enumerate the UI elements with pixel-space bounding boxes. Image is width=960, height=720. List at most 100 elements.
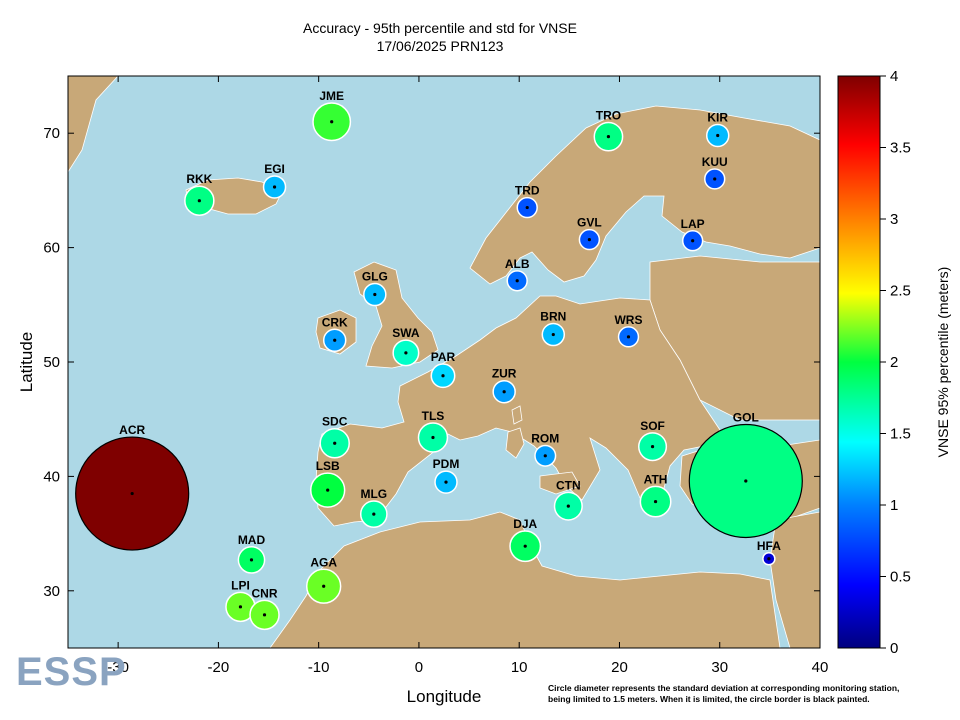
x-tick-label: -30 xyxy=(107,659,129,676)
station-lap[interactable]: LAP xyxy=(681,217,705,252)
station-trd[interactable]: TRD xyxy=(515,184,540,219)
footnote: Circle diameter represents the standard … xyxy=(548,683,958,705)
station-dot xyxy=(441,374,445,378)
station-crk[interactable]: CRK xyxy=(322,315,348,353)
x-tick-label: 40 xyxy=(812,659,829,676)
station-zur[interactable]: ZUR xyxy=(492,367,517,404)
station-label: LSB xyxy=(316,459,340,473)
station-mlg[interactable]: MLG xyxy=(359,487,388,529)
footnote-line2: being limited to 1.5 meters. When it is … xyxy=(548,694,870,704)
colorbar-tick-label: 2 xyxy=(890,354,898,371)
station-egi[interactable]: EGI xyxy=(262,162,287,199)
station-lpi[interactable]: LPI xyxy=(225,578,256,623)
station-swa[interactable]: SWA xyxy=(392,326,420,367)
station-dot xyxy=(691,239,695,243)
station-dot xyxy=(587,237,591,242)
station-label: LAP xyxy=(681,217,705,231)
station-label: ATH xyxy=(644,472,668,486)
x-tick-label: 20 xyxy=(611,659,628,676)
station-dot xyxy=(197,199,201,203)
station-dot xyxy=(543,454,547,458)
colorbar-tick-label: 2.5 xyxy=(890,283,911,300)
station-par[interactable]: PAR xyxy=(430,350,456,389)
station-dot xyxy=(566,504,570,508)
station-sof[interactable]: SOF xyxy=(638,419,668,462)
station-label: AGA xyxy=(310,555,337,569)
y-axis-ticks: 30 40 50 60 70 xyxy=(43,125,820,600)
station-dot xyxy=(330,120,334,124)
station-dot xyxy=(515,279,519,283)
chart-title-line2: 17/06/2025 PRN123 xyxy=(376,38,504,54)
station-glg[interactable]: GLG xyxy=(362,270,388,307)
station-aga[interactable]: AGA xyxy=(305,555,342,604)
colorbar-tick-label: 3 xyxy=(890,211,898,228)
x-tick-label: 30 xyxy=(711,659,728,676)
station-dot xyxy=(525,205,529,210)
station-tls[interactable]: TLS xyxy=(417,409,449,453)
station-dot xyxy=(322,584,326,588)
station-gvl[interactable]: GVL xyxy=(577,216,602,251)
station-rkk[interactable]: RKK xyxy=(184,172,215,216)
station-ath[interactable]: ATH xyxy=(639,472,672,518)
colorbar-tick-label: 4 xyxy=(890,68,898,85)
station-label: GLG xyxy=(362,270,388,284)
colorbar-tick-label: 0 xyxy=(890,640,898,657)
station-dot xyxy=(653,499,658,504)
station-ctn[interactable]: CTN xyxy=(553,478,583,521)
y-axis-label: Latitude xyxy=(17,332,36,393)
station-sdc[interactable]: SDC xyxy=(319,415,350,459)
station-dot xyxy=(238,605,243,609)
station-label: TRD xyxy=(515,184,540,198)
station-label: CRK xyxy=(322,315,348,329)
station-jme[interactable]: JME xyxy=(312,89,352,142)
x-axis-ticks: -30 -20 -10 0 10 20 30 40 xyxy=(107,76,828,676)
colorbar-label: VNSE 95% percentile (meters) xyxy=(935,267,951,458)
x-tick-label: -20 xyxy=(208,659,230,676)
y-tick-label: 50 xyxy=(43,354,60,371)
station-mad[interactable]: MAD xyxy=(237,533,266,574)
footnote-line1: Circle diameter represents the standard … xyxy=(548,683,900,693)
station-dot xyxy=(373,292,377,297)
station-label: PDM xyxy=(433,457,460,471)
station-layer: JME TRO KIR EGI RKK KUU TRD GVL LAP ALB GLG CRK BRN W… xyxy=(75,89,803,631)
station-kuu[interactable]: KUU xyxy=(702,155,728,190)
station-brn[interactable]: BRN xyxy=(540,310,566,347)
x-tick-label: 0 xyxy=(415,659,423,676)
station-dot xyxy=(333,441,337,445)
station-hfa[interactable]: HFA xyxy=(757,539,781,566)
station-cnr[interactable]: CNR xyxy=(249,586,280,631)
station-dot xyxy=(744,479,748,483)
station-pdm[interactable]: PDM xyxy=(433,457,460,494)
chart-title-line1: Accuracy - 95th percentile and std for V… xyxy=(303,20,577,36)
station-dot xyxy=(502,390,506,394)
station-dot xyxy=(650,445,655,449)
station-label: BRN xyxy=(540,310,566,324)
station-label: GVL xyxy=(577,216,602,230)
y-tick-label: 60 xyxy=(43,240,60,257)
station-rom[interactable]: ROM xyxy=(531,432,559,467)
x-axis-label: Longitude xyxy=(407,687,482,706)
station-lsb[interactable]: LSB xyxy=(309,459,346,508)
station-label: LPI xyxy=(231,578,250,592)
y-tick-label: 40 xyxy=(43,468,60,485)
station-kir[interactable]: KIR xyxy=(705,110,730,148)
station-dot xyxy=(326,488,330,492)
station-acr[interactable]: ACR xyxy=(75,423,190,551)
essp-logo: ESSP xyxy=(16,650,127,694)
colorbar-tick-label: 1 xyxy=(890,497,898,514)
station-dot xyxy=(767,557,771,561)
station-label: ACR xyxy=(119,423,145,437)
station-label: SWA xyxy=(392,326,420,340)
station-dot xyxy=(716,133,720,138)
station-label: CNR xyxy=(252,586,278,600)
station-label: HFA xyxy=(757,539,781,553)
station-dot xyxy=(523,544,527,548)
station-label: DJA xyxy=(513,517,537,531)
station-dot xyxy=(431,435,435,440)
station-wrs[interactable]: WRS xyxy=(614,313,642,348)
station-tro[interactable]: TRO xyxy=(593,108,624,152)
station-label: ZUR xyxy=(492,367,517,381)
station-gol[interactable]: GOL xyxy=(688,410,803,539)
station-alb[interactable]: ALB xyxy=(505,257,530,292)
station-dja[interactable]: DJA xyxy=(509,517,542,563)
